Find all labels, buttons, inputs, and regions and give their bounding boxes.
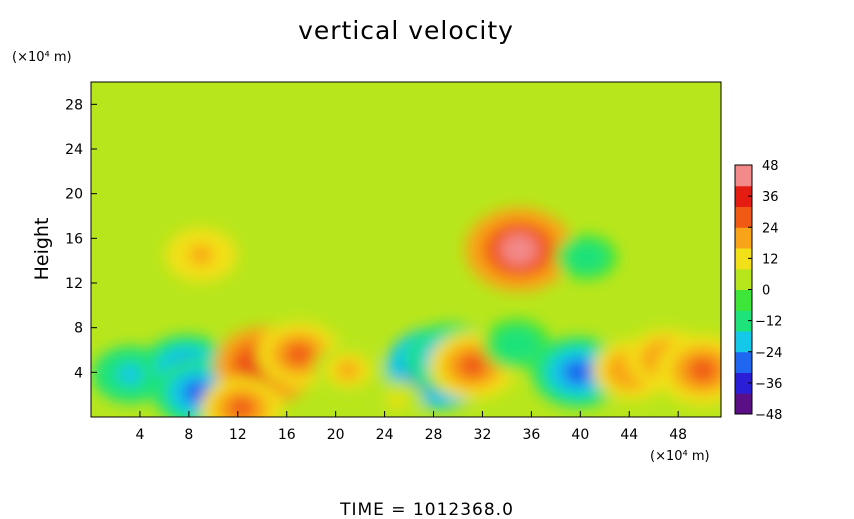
y-axis-label: Height xyxy=(31,218,53,281)
y-tick-label: 8 xyxy=(74,321,83,337)
colorbar-segment xyxy=(735,372,752,394)
heatmap-cell xyxy=(576,248,597,266)
chart-title: vertical velocity xyxy=(298,16,514,45)
heatmap-cell xyxy=(505,334,529,354)
colorbar-segment xyxy=(735,289,752,311)
x-tick-label: 16 xyxy=(278,427,296,443)
x-tick-label: 4 xyxy=(135,427,144,443)
colorbar-tick-label: 12 xyxy=(762,252,779,267)
colorbar-tick-label: −12 xyxy=(755,315,782,330)
y-tick-label: 28 xyxy=(65,97,83,113)
colorbar-segment xyxy=(735,393,752,415)
colorbar-tick-label: 36 xyxy=(762,190,779,205)
x-tick-label: 44 xyxy=(620,427,638,443)
colorbar-tick-label: 0 xyxy=(762,284,770,299)
heatmap-cell xyxy=(227,396,256,417)
colorbar-segment xyxy=(735,185,752,207)
time-label: TIME = 1012368.0 xyxy=(339,500,514,519)
y-axis-ticks: 4 8 12 16 20 24 28 xyxy=(65,97,97,381)
heatmap-cell xyxy=(336,360,360,380)
colorbar-tick-label: −48 xyxy=(755,408,782,423)
heatmap-cell xyxy=(457,353,488,379)
x-tick-label: 24 xyxy=(376,427,394,443)
plot-frame xyxy=(90,81,722,418)
x-axis-unit: (×10⁴ m) xyxy=(650,449,710,464)
heatmap-cell xyxy=(687,357,718,384)
heatmap-cell xyxy=(189,245,214,266)
y-tick-label: 24 xyxy=(65,142,83,158)
colorbar-segment xyxy=(735,351,752,373)
x-axis-ticks: 4 8 12 16 20 24 28 32 36 40 44 48 xyxy=(135,411,687,443)
colorbar-segment xyxy=(735,206,752,228)
x-tick-label: 12 xyxy=(229,427,247,443)
colorbar-segment xyxy=(735,227,752,249)
x-tick-label: 48 xyxy=(669,427,687,443)
heatmap-cell xyxy=(284,342,314,367)
heatmap-cell xyxy=(117,364,143,386)
y-tick-label: 12 xyxy=(65,276,83,292)
y-axis-unit: (×10⁴ m) xyxy=(12,50,72,65)
colorbar-segment xyxy=(735,268,752,290)
colorbar-segment xyxy=(735,248,752,270)
heatmap-plot-area xyxy=(90,81,722,418)
x-tick-label: 32 xyxy=(474,427,492,443)
x-tick-label: 36 xyxy=(522,427,540,443)
x-tick-label: 20 xyxy=(327,427,345,443)
colorbar: 48 36 24 12 0 −12 −24 −36 −48 xyxy=(734,159,782,423)
y-tick-label: 16 xyxy=(65,231,83,247)
colorbar-segment xyxy=(735,165,752,187)
y-tick-label: 4 xyxy=(74,365,83,381)
heatmap-cell xyxy=(387,392,407,408)
x-tick-label: 40 xyxy=(571,427,589,443)
colorbar-tick-label: 24 xyxy=(762,221,779,236)
colorbar-segment xyxy=(735,331,752,353)
y-tick-label: 20 xyxy=(65,187,83,203)
x-tick-label: 28 xyxy=(425,427,443,443)
heatmap-cell xyxy=(562,359,594,386)
x-tick-label: 8 xyxy=(184,427,193,443)
colorbar-tick-label: 48 xyxy=(762,159,779,174)
heatmap-cell xyxy=(501,234,538,265)
colorbar-segment xyxy=(735,310,752,332)
colorbar-tick-label: −36 xyxy=(755,377,782,392)
colorbar-tick-label: −24 xyxy=(755,346,782,361)
